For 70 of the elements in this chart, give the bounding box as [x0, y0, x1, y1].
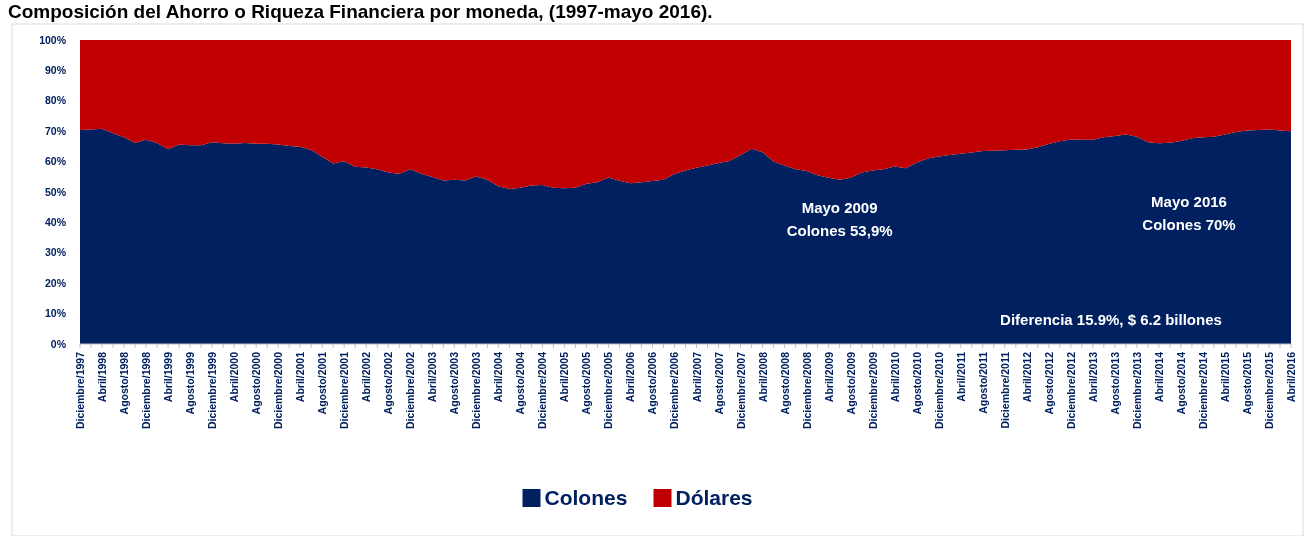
x-tick-label: Abril/2008	[756, 351, 769, 403]
x-tick-label: Abril/2009	[822, 351, 835, 403]
y-tick-label: 80%	[44, 94, 67, 107]
x-tick-label: Diciembre/2014	[1196, 351, 1209, 430]
x-tick-label: Agosto/2014	[1174, 351, 1187, 415]
x-tick-label: Agosto/2010	[910, 351, 923, 415]
x-tick-label: Diciembre/2006	[668, 351, 681, 430]
x-tick-label: Diciembre/2003	[470, 351, 483, 430]
x-tick-label: Diciembre/2015	[1262, 351, 1275, 430]
x-tick-label: Diciembre/2010	[932, 351, 945, 430]
x-tick-label: Abril/2003	[426, 351, 439, 403]
x-tick-label: Diciembre/1998	[140, 351, 153, 430]
chart-title: Composición del Ahorro o Riqueza Financiera por moneda, (1997-mayo 2016).	[8, 1, 713, 22]
x-tick-label: Diciembre/2011	[998, 351, 1011, 429]
x-tick-label: Abril/2007	[690, 351, 703, 403]
y-tick-label: 50%	[44, 185, 67, 198]
legend-label: Dólares	[675, 486, 753, 509]
x-tick-label: Diciembre/2008	[800, 351, 813, 430]
x-tick-label: Abril/2005	[558, 351, 571, 403]
x-tick-label: Diciembre/2005	[602, 351, 615, 430]
y-tick-label: 100%	[39, 33, 67, 46]
x-tick-label: Agosto/2012	[1042, 351, 1055, 415]
x-tick-label: Diciembre/2004	[536, 351, 549, 430]
legend-label: Colones	[544, 486, 628, 509]
x-tick-label: Abril/2001	[294, 351, 307, 403]
x-tick-label: Abril/2015	[1218, 351, 1231, 403]
x-tick-label: Diciembre/2002	[404, 351, 417, 430]
y-tick-label: 60%	[44, 155, 67, 168]
x-tick-label: Agosto/2008	[778, 351, 791, 415]
y-tick-label: 10%	[44, 307, 67, 320]
x-tick-label: Agosto/2015	[1240, 351, 1253, 415]
x-tick-label: Agosto/2000	[250, 351, 263, 415]
x-tick-label: Agosto/1998	[118, 351, 131, 415]
x-tick-label: Diciembre/2000	[272, 351, 285, 430]
y-tick-label: 30%	[44, 246, 67, 259]
x-tick-label: Abril/2000	[228, 351, 241, 403]
y-tick-label: 70%	[44, 124, 67, 137]
y-tick-label: 40%	[44, 216, 67, 229]
x-tick-label: Agosto/2007	[712, 351, 725, 415]
x-tick-label: Diciembre/2001	[338, 351, 351, 430]
x-tick-label: Abril/2004	[492, 351, 505, 403]
x-tick-label: Diciembre/2013	[1130, 351, 1143, 430]
x-tick-label: Agosto/2006	[646, 351, 659, 415]
x-tick-label: Abril/2013	[1086, 351, 1099, 403]
x-tick-label: Agosto/2003	[448, 351, 461, 415]
x-tick-label: Agosto/2004	[514, 351, 527, 415]
y-tick-label: 0%	[50, 337, 67, 350]
x-tick-label: Abril/1999	[162, 351, 175, 403]
x-tick-label: Abril/2011	[954, 351, 967, 402]
x-tick-label: Diciembre/2009	[866, 351, 879, 430]
x-tick-label: Agosto/2011	[976, 351, 989, 414]
x-tick-label: Agosto/2001	[316, 351, 329, 415]
x-tick-label: Abril/2012	[1020, 351, 1033, 403]
x-tick-label: Abril/1998	[96, 351, 109, 403]
x-tick-label: Agosto/2009	[844, 351, 857, 415]
y-tick-label: 90%	[44, 64, 67, 77]
x-tick-label: Diciembre/2007	[734, 351, 747, 430]
x-tick-label: Agosto/2013	[1108, 351, 1121, 415]
y-tick-label: 20%	[44, 276, 67, 289]
x-tick-label: Diciembre/1997	[74, 351, 86, 430]
x-tick-label: Abril/2014	[1152, 351, 1165, 403]
x-tick-label: Agosto/2005	[580, 351, 593, 415]
x-tick-label: Agosto/2002	[382, 351, 395, 415]
x-tick-label: Abril/2016	[1285, 351, 1297, 403]
x-tick-label: Abril/2002	[360, 351, 373, 403]
x-tick-label: Agosto/1999	[184, 351, 197, 415]
x-tick-label: Abril/2010	[888, 351, 901, 403]
x-tick-label: Abril/2006	[624, 351, 637, 403]
x-tick-label: Diciembre/2012	[1064, 351, 1077, 430]
x-tick-label: Diciembre/1999	[206, 351, 219, 430]
